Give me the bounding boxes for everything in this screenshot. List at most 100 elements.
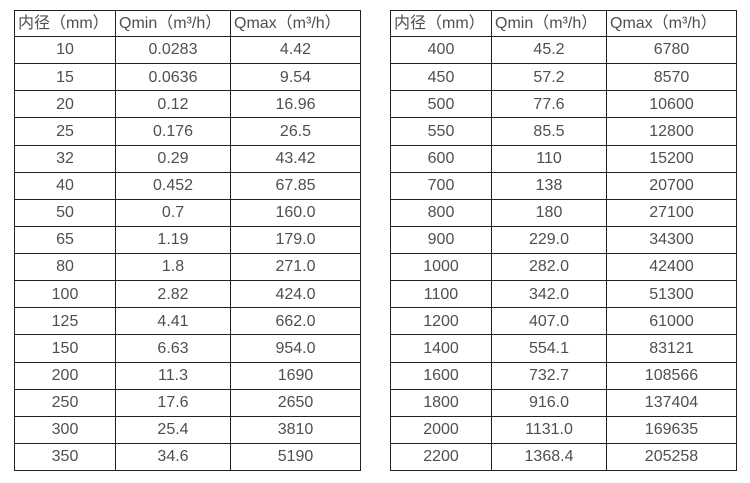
table-cell: 342.0 — [491, 280, 607, 309]
table-row: 1100 342.0 51300 — [390, 280, 737, 309]
table-row: 20 0.12 16.96 — [14, 90, 361, 119]
table-row: 1200 407.0 61000 — [390, 307, 737, 336]
table-row: 450 57.2 8570 — [390, 63, 737, 92]
table-row: 1000 282.0 42400 — [390, 252, 737, 282]
table-cell: 300 — [14, 415, 116, 444]
table-row: 2200 1368.4 205258 — [390, 442, 737, 472]
table-cell: 6780 — [606, 35, 737, 65]
table-cell: 27100 — [606, 198, 737, 227]
table-cell: 550 — [390, 117, 492, 146]
table-row: 550 85.5 12800 — [390, 117, 737, 146]
table-cell: 229.0 — [491, 225, 607, 255]
table-cell: 1100 — [390, 280, 492, 309]
table-cell: 16.96 — [230, 90, 361, 119]
table-cell: 20 — [14, 90, 116, 119]
table-row: 40 0.452 67.85 — [14, 171, 361, 200]
table-row: 65 1.19 179.0 — [14, 225, 361, 255]
table-cell: 80 — [14, 252, 116, 282]
table-row: 250 17.6 2650 — [14, 388, 361, 417]
table-cell: 8570 — [606, 63, 737, 92]
table-cell: 17.6 — [115, 388, 231, 417]
table-row: 700 138 20700 — [390, 171, 737, 200]
table-cell: 0.452 — [115, 171, 231, 200]
column-header: 内径（mm） — [14, 10, 116, 37]
table-cell: 424.0 — [230, 280, 361, 309]
table-cell: 50 — [14, 198, 116, 227]
table-row: 80 1.8 271.0 — [14, 252, 361, 282]
table-cell: 61000 — [606, 307, 737, 336]
table-row: 25 0.176 26.5 — [14, 117, 361, 146]
table-cell: 205258 — [606, 442, 737, 472]
table-cell: 282.0 — [491, 252, 607, 282]
table-cell: 350 — [14, 442, 116, 472]
table-cell: 12800 — [606, 117, 737, 146]
table-cell: 26.5 — [230, 117, 361, 146]
table-cell: 1131.0 — [491, 415, 607, 444]
table-cell: 169635 — [606, 415, 737, 444]
table-cell: 2000 — [390, 415, 492, 444]
flow-rate-table-large-diameter: 内径（mm） Qmin（m³/h） Qmax（m³/h） 400 45.2 6780 450… — [390, 10, 737, 472]
table-cell: 2200 — [390, 442, 492, 472]
table-cell: 85.5 — [491, 117, 607, 146]
table-row: 500 77.6 10600 — [390, 90, 737, 119]
table-cell: 11.3 — [115, 361, 231, 390]
table-row: 2000 1131.0 169635 — [390, 415, 737, 444]
table-row: 100 2.82 424.0 — [14, 280, 361, 309]
table-cell: 200 — [14, 361, 116, 390]
table-cell: 42400 — [606, 252, 737, 282]
flow-rate-table-small-diameter: 内径（mm） Qmin（m³/h） Qmax（m³/h） 10 0.0283 4.42 15… — [14, 10, 361, 472]
table-cell: 180 — [491, 198, 607, 227]
table-cell: 662.0 — [230, 307, 361, 336]
table-cell: 400 — [390, 35, 492, 65]
table-cell: 1000 — [390, 252, 492, 282]
table-cell: 25 — [14, 117, 116, 146]
table-cell: 20700 — [606, 171, 737, 200]
table-cell: 732.7 — [491, 361, 607, 390]
table-cell: 0.7 — [115, 198, 231, 227]
table-cell: 67.85 — [230, 171, 361, 200]
table-cell: 0.29 — [115, 144, 231, 173]
table-cell: 179.0 — [230, 225, 361, 255]
table-row: 900 229.0 34300 — [390, 225, 737, 255]
table-cell: 916.0 — [491, 388, 607, 417]
table-cell: 700 — [390, 171, 492, 200]
table-cell: 83121 — [606, 334, 737, 363]
table-cell: 250 — [14, 388, 116, 417]
table-cell: 4.41 — [115, 307, 231, 336]
table-cell: 138 — [491, 171, 607, 200]
table-cell: 43.42 — [230, 144, 361, 173]
table-cell: 1.19 — [115, 225, 231, 255]
table-cell: 1690 — [230, 361, 361, 390]
table-cell: 954.0 — [230, 334, 361, 363]
table-cell: 4.42 — [230, 35, 361, 65]
header-row: 内径（mm） Qmin（m³/h） Qmax（m³/h） — [390, 10, 737, 37]
table-cell: 600 — [390, 144, 492, 173]
table-cell: 900 — [390, 225, 492, 255]
table-cell: 3810 — [230, 415, 361, 444]
table-cell: 0.12 — [115, 90, 231, 119]
table-row: 125 4.41 662.0 — [14, 307, 361, 336]
table-cell: 1368.4 — [491, 442, 607, 472]
column-header: Qmin（m³/h） — [491, 10, 607, 37]
table-cell: 40 — [14, 171, 116, 200]
table-cell: 2.82 — [115, 280, 231, 309]
table-row: 600 110 15200 — [390, 144, 737, 173]
table-cell: 554.1 — [491, 334, 607, 363]
table-cell: 100 — [14, 280, 116, 309]
table-row: 15 0.0636 9.54 — [14, 63, 361, 92]
table-cell: 800 — [390, 198, 492, 227]
table-cell: 1400 — [390, 334, 492, 363]
column-header: Qmax（m³/h） — [606, 10, 737, 37]
table-cell: 10 — [14, 35, 116, 65]
table-cell: 15 — [14, 63, 116, 92]
table-row: 300 25.4 3810 — [14, 415, 361, 444]
table-cell: 110 — [491, 144, 607, 173]
table-row: 400 45.2 6780 — [390, 35, 737, 65]
table-cell: 15200 — [606, 144, 737, 173]
table-cell: 160.0 — [230, 198, 361, 227]
table-cell: 1200 — [390, 307, 492, 336]
table-cell: 51300 — [606, 280, 737, 309]
column-header: Qmin（m³/h） — [115, 10, 231, 37]
table-row: 350 34.6 5190 — [14, 442, 361, 472]
table-cell: 2650 — [230, 388, 361, 417]
